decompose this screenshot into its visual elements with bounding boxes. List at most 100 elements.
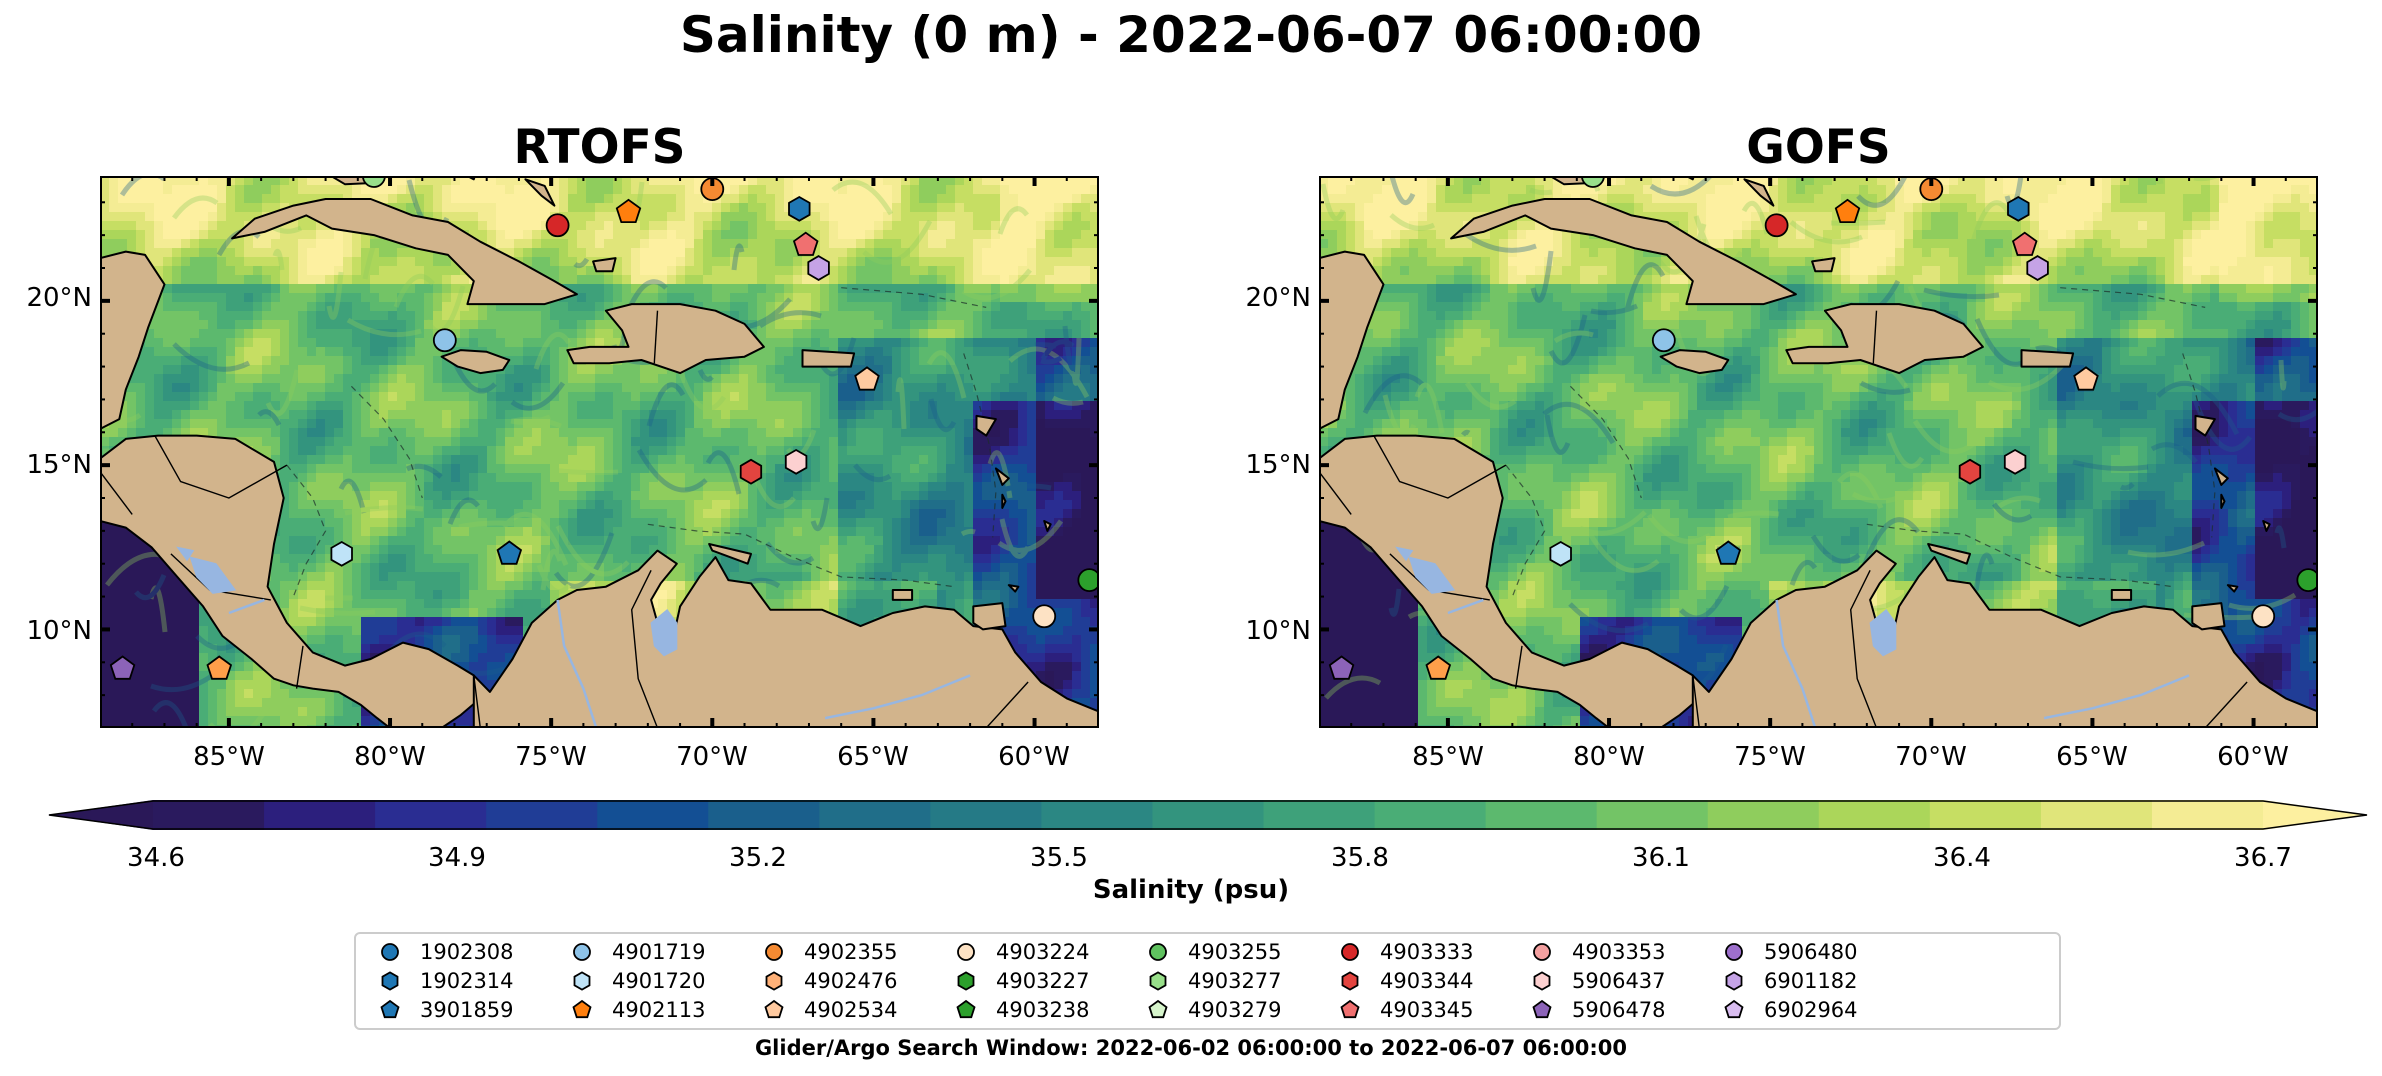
legend-item-label: 4901719: [612, 940, 706, 964]
land-cuba: [231, 198, 578, 306]
lat-tick-label: 10°N: [1245, 616, 1311, 646]
country-borders: [100, 310, 1029, 728]
legend-item: 4903333: [1338, 938, 1474, 966]
land-yucatan: [1319, 250, 1385, 430]
legend-item-label: 4903279: [1188, 998, 1282, 1022]
land-hispaniola: [1785, 303, 1984, 375]
lon-tick-label: 70°W: [1895, 742, 1967, 772]
land-guadeloupe: [2194, 414, 2216, 437]
land-barbados: [2262, 520, 2271, 532]
legend-item: 4903224: [954, 938, 1090, 966]
legend-item: 4902476: [762, 967, 898, 995]
legend-pentagon-marker: [1148, 999, 1168, 1019]
lon-tick-label: 80°W: [354, 742, 426, 772]
land-inagua: [592, 257, 617, 273]
lon-tick-label: 65°W: [2056, 742, 2128, 772]
float-pentagon-marker: [792, 231, 819, 256]
land-tobago: [1007, 584, 1020, 593]
legend-circle-marker: [1149, 943, 1167, 961]
float-pentagon-marker: [496, 540, 523, 565]
colorbar-segment: [1596, 800, 1709, 830]
float-circle-marker: [1581, 176, 1605, 188]
land-margarita: [891, 589, 914, 601]
land-southAmerica: [1691, 549, 2318, 728]
lon-tick-label: 65°W: [837, 742, 909, 772]
legend-item: 4902355: [762, 938, 898, 966]
colorbar-segment: [1485, 800, 1598, 830]
colorbar-tick-label: 36.4: [1933, 843, 1991, 873]
colorbar-tick-label: 35.5: [1030, 843, 1088, 873]
bathymetry-contours: [1505, 287, 2216, 597]
colorbar-segment: [708, 800, 820, 830]
float-pentagon-marker: [2011, 231, 2038, 256]
panel-title-rtofs: RTOFS: [513, 120, 686, 175]
legend-item-label: 4903227: [996, 969, 1090, 993]
legend-pentagon-marker: [572, 999, 592, 1019]
legend-item: 4903279: [1146, 996, 1282, 1024]
legend-item-label: 1902314: [420, 969, 514, 993]
colorbar-segment: [264, 800, 376, 830]
land-bahamasB: [524, 178, 556, 207]
colorbar-segment: [486, 800, 598, 830]
colorbar-tick-label: 36.7: [2234, 843, 2292, 873]
float-pentagon-marker: [1834, 198, 1861, 223]
lon-tick-label: 75°W: [515, 742, 587, 772]
colorbar-extend-low: [48, 800, 153, 830]
legend-hexagon-marker: [765, 971, 783, 991]
lat-tick-label: 20°N: [26, 283, 92, 313]
float-pentagon-marker: [206, 655, 233, 680]
legend-hexagon-marker: [1725, 971, 1743, 991]
colorbar-tick-label: 35.8: [1331, 843, 1389, 873]
land-puertoRico: [2020, 349, 2075, 368]
colorbar-segment: [819, 800, 931, 830]
legend-hexagon-marker: [1149, 971, 1167, 991]
colorbar-segment: [597, 800, 709, 830]
float-pentagon-marker: [1425, 655, 1452, 680]
lon-tick-label: 75°W: [1734, 742, 1806, 772]
land-puertoRico: [801, 349, 856, 368]
legend-circle-marker: [573, 943, 591, 961]
land-martinique: [2213, 467, 2229, 486]
land-stLucia: [2220, 493, 2226, 509]
legend-item: 3901859: [378, 996, 514, 1024]
float-hexagon-marker: [2003, 448, 2027, 475]
legend-pentagon-marker: [764, 999, 784, 1019]
colorbar-segment: [153, 800, 265, 830]
legend-item: 5906478: [1530, 996, 1666, 1024]
land-southAmerica: [472, 549, 1099, 728]
land-hispaniola: [566, 303, 765, 375]
float-markers: [109, 176, 1099, 680]
legend-item-label: 1902308: [420, 940, 514, 964]
legend-pentagon-marker: [380, 999, 400, 1019]
bathymetry-contours: [286, 287, 997, 597]
float-hexagon-marker: [330, 540, 353, 567]
colorbar-segment: [930, 800, 1043, 830]
land-stLucia: [1001, 493, 1007, 509]
float-pentagon-marker: [1328, 655, 1355, 680]
legend-hexagon-marker: [1341, 971, 1359, 991]
lon-tick-label: 85°W: [1412, 742, 1484, 772]
legend-item-label: 6902964: [1764, 998, 1858, 1022]
land-abc: [1927, 543, 1971, 565]
legend-item-label: 6901182: [1764, 969, 1858, 993]
colorbar-segment: [375, 800, 487, 830]
colorbar-segment: [1041, 800, 1154, 830]
colorbar-tick-label: 36.1: [1632, 843, 1690, 873]
legend-hexagon-marker: [381, 971, 399, 991]
float-circle-marker: [2296, 568, 2318, 593]
legend-item-label: 4901720: [612, 969, 706, 993]
legend-pentagon-marker: [1532, 999, 1552, 1019]
lon-tick-label: 60°W: [2217, 742, 2289, 772]
inland-water: [176, 546, 971, 728]
legend-item: 1902314: [378, 967, 514, 995]
float-markers: [1328, 176, 2318, 680]
land-yucatan: [100, 250, 166, 430]
colorbar-tick-label: 34.6: [127, 843, 185, 873]
legend-item: 4901720: [570, 967, 706, 995]
legend-circle-marker: [1725, 943, 1743, 961]
lat-tick-label: 15°N: [1245, 450, 1311, 480]
legend-item-label: 4903333: [1380, 940, 1474, 964]
colorbar: [48, 800, 2368, 830]
legend-hexagon-marker: [957, 971, 975, 991]
colorbar-segment: [1818, 800, 1931, 830]
